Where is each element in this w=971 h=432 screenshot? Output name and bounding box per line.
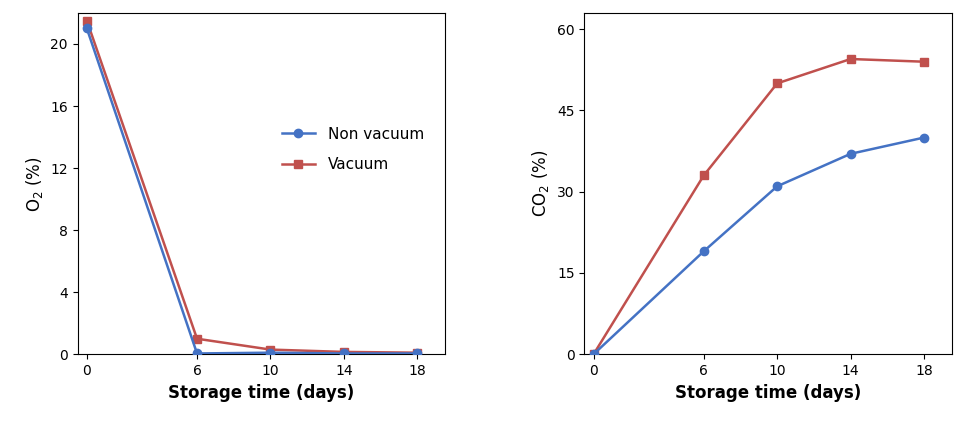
Vacuum — [265, 347, 277, 352]
Vacuum — [587, 352, 599, 357]
Non vacuum — [698, 249, 710, 254]
Vacuum — [919, 59, 930, 64]
Vacuum — [338, 349, 350, 355]
X-axis label: Storage time (days): Storage time (days) — [675, 384, 861, 401]
X-axis label: Storage time (days): Storage time (days) — [168, 384, 354, 401]
Vacuum — [771, 81, 783, 86]
Vacuum — [845, 57, 856, 62]
Vacuum — [698, 173, 710, 178]
Line: Vacuum: Vacuum — [83, 16, 421, 357]
Non vacuum — [412, 351, 423, 356]
Non vacuum — [81, 26, 92, 31]
Non vacuum — [338, 351, 350, 356]
Y-axis label: O$_2$ (%): O$_2$ (%) — [23, 156, 45, 212]
Non vacuum — [587, 352, 599, 357]
Legend: Non vacuum, Vacuum: Non vacuum, Vacuum — [276, 121, 430, 178]
Y-axis label: CO$_2$ (%): CO$_2$ (%) — [530, 150, 552, 217]
Non vacuum — [191, 351, 203, 356]
Non vacuum — [845, 151, 856, 156]
Non vacuum — [265, 350, 277, 355]
Line: Non vacuum: Non vacuum — [83, 24, 421, 358]
Vacuum — [81, 18, 92, 23]
Vacuum — [191, 336, 203, 341]
Line: Non vacuum: Non vacuum — [589, 133, 928, 359]
Non vacuum — [771, 184, 783, 189]
Non vacuum — [919, 135, 930, 140]
Line: Vacuum: Vacuum — [589, 55, 928, 359]
Vacuum — [412, 350, 423, 355]
